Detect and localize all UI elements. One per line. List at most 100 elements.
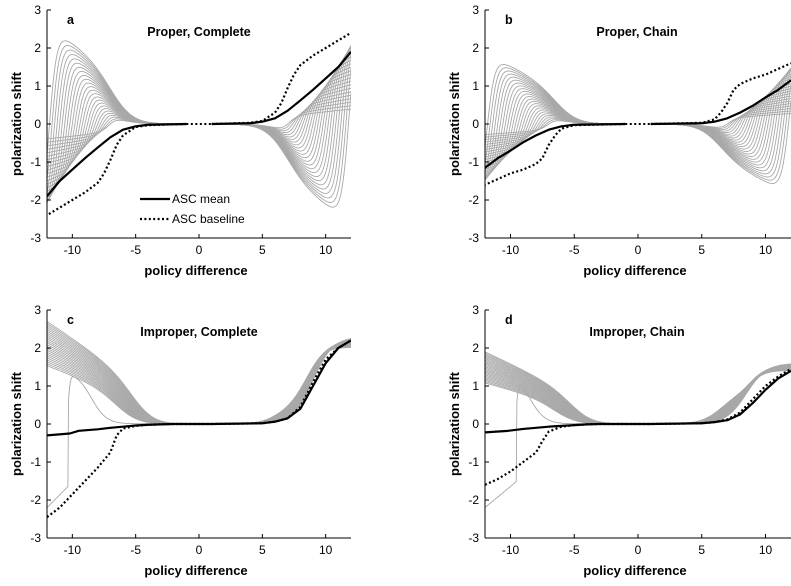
y-tick-label: 3 bbox=[34, 303, 41, 317]
fan-curve bbox=[211, 47, 351, 194]
y-tick-label: -1 bbox=[468, 455, 479, 469]
y-tick-label: 1 bbox=[472, 379, 479, 393]
y-tick-label: 0 bbox=[472, 417, 479, 431]
x-axis-title: policy difference bbox=[144, 563, 247, 578]
panel-title: Proper, Complete bbox=[147, 25, 251, 39]
x-axis-title: policy difference bbox=[583, 263, 686, 278]
fan-curve bbox=[47, 54, 187, 201]
fan-curve bbox=[47, 74, 187, 195]
fan-curve bbox=[650, 71, 791, 163]
panel-title: Improper, Complete bbox=[140, 325, 257, 339]
y-tick-label: 2 bbox=[472, 341, 479, 355]
y-tick-label: -3 bbox=[30, 231, 41, 245]
asc-mean-line bbox=[47, 339, 351, 437]
legend: ASC mean ASC baseline bbox=[140, 192, 245, 226]
x-tick-label: 10 bbox=[759, 243, 773, 257]
y-axis-title: polarization shift bbox=[447, 371, 462, 476]
fan-curve bbox=[485, 82, 626, 179]
y-tick-label: 2 bbox=[34, 41, 41, 55]
x-tick-label: 10 bbox=[319, 243, 333, 257]
y-tick-label: 0 bbox=[34, 117, 41, 131]
y-tick-label: -3 bbox=[468, 231, 479, 245]
fan-curves bbox=[47, 40, 351, 208]
fan-curves bbox=[485, 351, 791, 508]
x-tick-label: -5 bbox=[130, 543, 141, 557]
y-axis-title: polarization shift bbox=[9, 71, 24, 176]
x-tick-label: -10 bbox=[502, 243, 520, 257]
fan-curve bbox=[650, 366, 791, 425]
x-tick-label: -10 bbox=[502, 543, 520, 557]
fan-curve bbox=[211, 53, 351, 174]
y-tick-label: -2 bbox=[30, 193, 41, 207]
y-tick-label: 3 bbox=[34, 3, 41, 17]
x-axis-title: policy difference bbox=[144, 263, 247, 278]
x-tick-label: 10 bbox=[759, 543, 773, 557]
fan-curve bbox=[485, 73, 626, 179]
y-tick-label: 2 bbox=[472, 41, 479, 55]
fan-curves bbox=[47, 321, 351, 508]
y-tick-label: 3 bbox=[472, 3, 479, 17]
y-axis-title: polarization shift bbox=[9, 371, 24, 476]
x-tick-label: -10 bbox=[64, 543, 82, 557]
panel-letter: c bbox=[67, 313, 74, 327]
y-tick-label: -2 bbox=[468, 193, 479, 207]
panel-letter: d bbox=[505, 313, 513, 327]
y-tick-label: -3 bbox=[468, 531, 479, 545]
x-tick-label: 0 bbox=[196, 243, 203, 257]
legend-mean-label: ASC mean bbox=[172, 192, 230, 206]
asc-mean-line bbox=[485, 369, 791, 434]
asc-baseline-line bbox=[211, 31, 351, 126]
panel-title: Proper, Chain bbox=[596, 25, 677, 39]
x-tick-label: 0 bbox=[635, 243, 642, 257]
plot-area bbox=[485, 62, 791, 186]
y-tick-label: 2 bbox=[34, 341, 41, 355]
asc-mean-line bbox=[650, 79, 791, 126]
y-tick-label: -3 bbox=[30, 531, 41, 545]
panel-letter: b bbox=[505, 13, 513, 27]
plot-area bbox=[47, 321, 351, 518]
asc-baseline-line-left bbox=[47, 122, 187, 217]
y-tick-label: 1 bbox=[34, 379, 41, 393]
y-tick-label: -1 bbox=[30, 455, 41, 469]
y-tick-label: 1 bbox=[34, 79, 41, 93]
x-tick-label: -10 bbox=[64, 243, 82, 257]
fan-curve bbox=[485, 85, 626, 177]
fan-curve bbox=[650, 69, 791, 166]
y-tick-label: 3 bbox=[472, 303, 479, 317]
panel-letter: a bbox=[67, 13, 75, 27]
x-tick-label: 5 bbox=[259, 543, 266, 557]
y-tick-label: -1 bbox=[468, 155, 479, 169]
panel-title: Improper, Chain bbox=[589, 325, 684, 339]
y-tick-label: 1 bbox=[472, 79, 479, 93]
plot-area bbox=[47, 31, 351, 217]
x-tick-label: 5 bbox=[698, 543, 705, 557]
y-axis-title: polarization shift bbox=[447, 71, 462, 176]
x-tick-label: -5 bbox=[569, 243, 580, 257]
x-tick-label: 10 bbox=[319, 543, 333, 557]
x-axis-title: policy difference bbox=[583, 563, 686, 578]
fan-curves bbox=[485, 64, 791, 184]
asc-mean-line-left bbox=[485, 122, 626, 169]
y-tick-label: -2 bbox=[468, 493, 479, 507]
legend-baseline-label: ASC baseline bbox=[172, 212, 245, 226]
x-tick-label: 0 bbox=[635, 543, 642, 557]
y-tick-label: 0 bbox=[34, 417, 41, 431]
y-tick-label: -1 bbox=[30, 155, 41, 169]
x-tick-label: 0 bbox=[196, 543, 203, 557]
fan-curve bbox=[650, 69, 791, 175]
asc-baseline-line bbox=[47, 339, 351, 518]
plot-area bbox=[485, 351, 791, 508]
fan-curve bbox=[485, 79, 626, 181]
x-tick-label: -5 bbox=[569, 543, 580, 557]
x-tick-label: 5 bbox=[259, 243, 266, 257]
fan-curve bbox=[47, 321, 187, 425]
y-tick-label: -2 bbox=[30, 493, 41, 507]
x-tick-label: 5 bbox=[698, 243, 705, 257]
fan-curve bbox=[650, 67, 791, 169]
fan-curve bbox=[485, 351, 626, 425]
